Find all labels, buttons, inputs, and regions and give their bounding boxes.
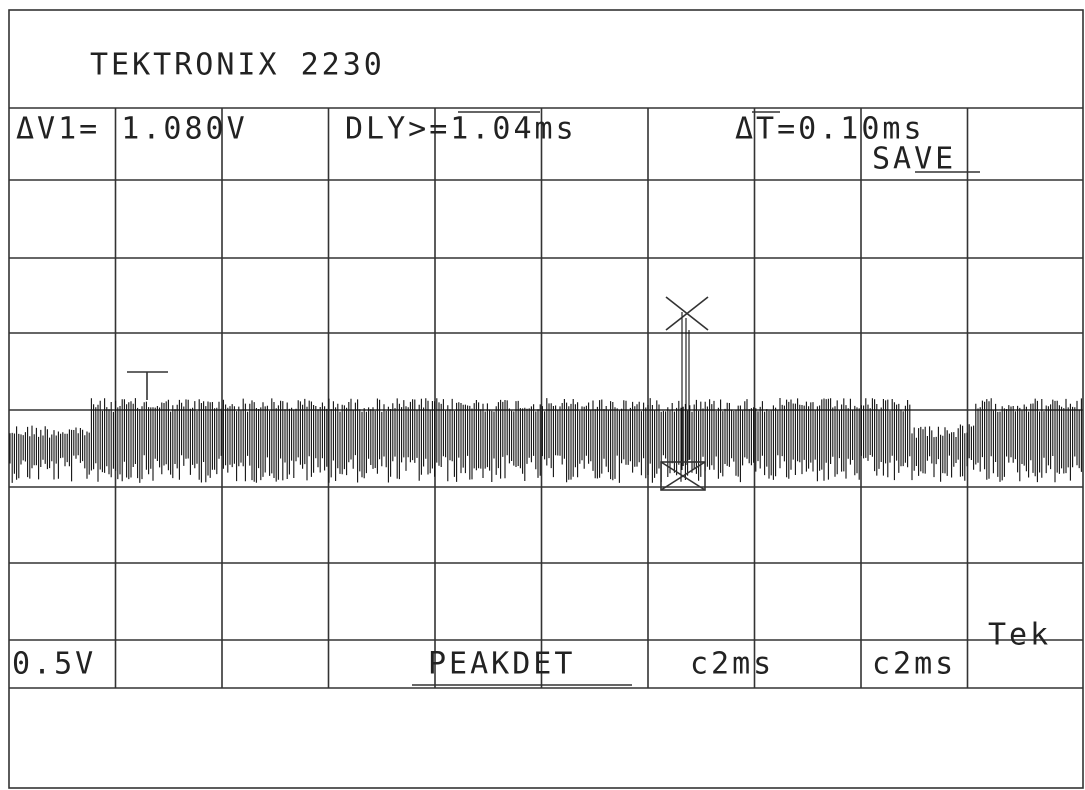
delay: DLY>=1.04ms — [345, 112, 577, 147]
brand: Tek — [988, 618, 1051, 653]
trace-path — [9, 312, 1082, 483]
title: TEKTRONIX 2230 — [90, 48, 385, 83]
acquisition: PEAKDET — [428, 647, 575, 682]
sweep-b: c2ms — [872, 647, 956, 682]
ch1-scale: 0.5V — [12, 647, 96, 682]
outer-frame — [8, 9, 1084, 789]
waveform — [9, 312, 1082, 483]
graticule — [9, 107, 1083, 689]
mode: SAVE — [872, 142, 956, 177]
delta-v1: ΔV1= 1.080V — [16, 112, 248, 147]
cursor-markers — [127, 111, 980, 686]
sweep-a: c2ms — [690, 647, 774, 682]
delta-t: ΔT=0.10ms — [735, 112, 925, 147]
